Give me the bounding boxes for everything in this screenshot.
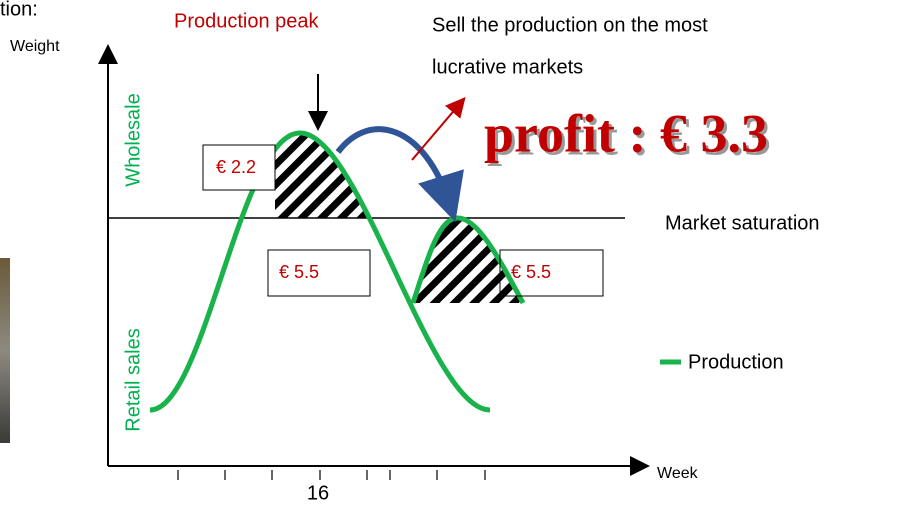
x-tick-label: 16 (307, 482, 329, 504)
zone-label: Wholesale (122, 93, 144, 186)
box-label: € 5.5 (279, 262, 319, 282)
box-label: € 2.2 (216, 157, 256, 177)
legend-label: Production (688, 351, 784, 373)
peak-label: Production peak (174, 10, 320, 32)
sell-label: lucrative markets (432, 56, 583, 78)
hatch-moved (405, 210, 530, 303)
photo-fragment (0, 258, 10, 443)
sell-label: Sell the production on the most (432, 14, 708, 36)
zone-label: Retail sales (122, 328, 144, 431)
x-ticks (178, 470, 485, 480)
x-label: Week (657, 465, 699, 482)
sell-arrow (412, 100, 463, 160)
y-label: Weight (10, 38, 60, 55)
diagram: tion: Weight 16 Week € 2.2 € 5.5 € 5.5 P… (0, 0, 899, 511)
profit-label: profit : € 3.3 (484, 103, 768, 163)
box-label: € 5.5 (511, 262, 551, 282)
saturation-label: Market saturation (665, 212, 820, 234)
cut-text: tion: (0, 0, 38, 20)
